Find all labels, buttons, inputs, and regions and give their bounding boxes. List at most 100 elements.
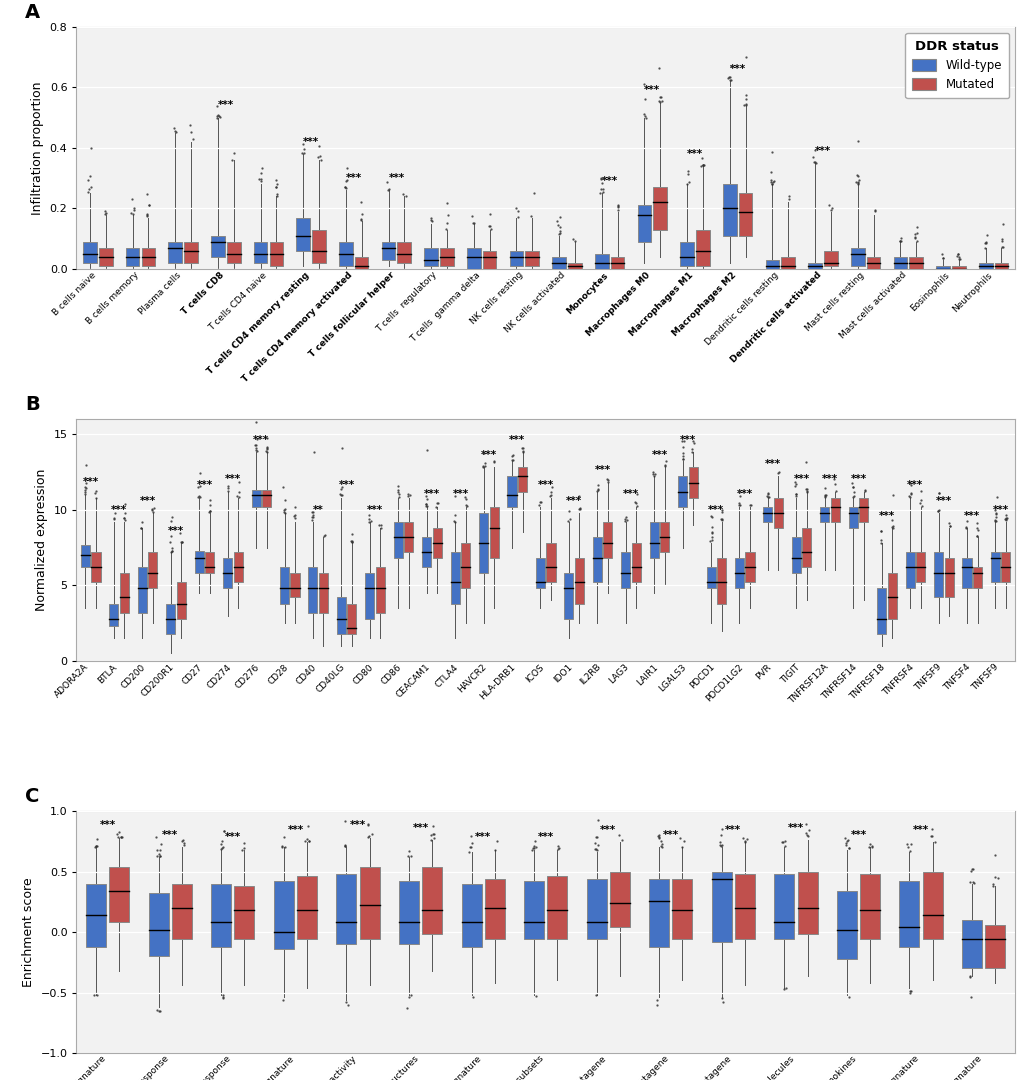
- Bar: [984, 924, 1004, 969]
- Text: ***: ***: [424, 489, 439, 499]
- Bar: [546, 543, 555, 582]
- Bar: [738, 193, 752, 235]
- Y-axis label: Enrichment score: Enrichment score: [21, 877, 35, 987]
- Text: ***: ***: [764, 459, 781, 469]
- Bar: [944, 558, 953, 597]
- Bar: [922, 872, 942, 940]
- Bar: [297, 217, 310, 251]
- Bar: [148, 552, 157, 589]
- Bar: [592, 537, 601, 582]
- Bar: [586, 879, 606, 940]
- Bar: [252, 490, 261, 507]
- Bar: [510, 251, 523, 266]
- Bar: [176, 582, 185, 619]
- Text: A: A: [24, 3, 40, 23]
- Bar: [338, 242, 353, 266]
- Text: ***: ***: [912, 825, 928, 835]
- Bar: [450, 552, 460, 604]
- Bar: [381, 242, 395, 260]
- Bar: [489, 507, 498, 558]
- Bar: [909, 257, 922, 269]
- Bar: [166, 604, 175, 634]
- Bar: [1001, 552, 1010, 582]
- Text: ***: ***: [100, 821, 116, 831]
- Bar: [109, 866, 129, 922]
- Y-axis label: Normalized expression: Normalized expression: [35, 469, 48, 611]
- Bar: [211, 883, 231, 946]
- Bar: [290, 573, 300, 597]
- Text: ***: ***: [991, 504, 1008, 514]
- Text: ***: ***: [287, 825, 304, 835]
- Bar: [125, 247, 140, 266]
- Bar: [762, 507, 771, 522]
- Bar: [866, 257, 879, 269]
- Bar: [659, 522, 668, 552]
- Text: ***: ***: [623, 489, 639, 499]
- Bar: [716, 558, 726, 604]
- Bar: [773, 874, 794, 940]
- Bar: [398, 881, 419, 944]
- Bar: [735, 874, 754, 940]
- Bar: [422, 866, 441, 934]
- Bar: [397, 242, 411, 262]
- Bar: [594, 254, 608, 269]
- Bar: [915, 552, 924, 582]
- Bar: [319, 573, 328, 612]
- Bar: [688, 468, 697, 498]
- Text: ***: ***: [662, 831, 679, 840]
- Bar: [829, 498, 839, 522]
- Text: ***: ***: [537, 833, 553, 842]
- Bar: [807, 262, 821, 269]
- Text: ***: ***: [111, 504, 127, 514]
- Text: ***: ***: [350, 821, 366, 831]
- Bar: [424, 247, 437, 266]
- Bar: [935, 266, 949, 269]
- Text: ***: ***: [412, 823, 428, 833]
- Bar: [168, 242, 182, 262]
- Text: ***: ***: [594, 465, 610, 475]
- Bar: [482, 251, 496, 269]
- Text: ***: ***: [168, 526, 183, 536]
- Text: ***: ***: [480, 450, 496, 460]
- Bar: [535, 558, 544, 589]
- Text: ***: ***: [736, 489, 752, 499]
- Bar: [797, 872, 816, 934]
- Bar: [422, 537, 431, 567]
- Bar: [172, 883, 192, 940]
- Bar: [233, 552, 243, 582]
- Bar: [462, 883, 481, 946]
- Bar: [745, 552, 754, 582]
- Bar: [823, 251, 837, 266]
- Bar: [722, 185, 736, 235]
- Bar: [440, 247, 453, 266]
- Bar: [336, 874, 356, 944]
- Bar: [524, 881, 543, 940]
- Bar: [680, 242, 693, 266]
- Text: ***: ***: [850, 474, 866, 484]
- Bar: [461, 543, 470, 589]
- Text: B: B: [24, 395, 40, 414]
- Bar: [83, 242, 97, 262]
- Text: ***: ***: [679, 435, 695, 445]
- Bar: [308, 567, 317, 612]
- Bar: [850, 247, 864, 266]
- Bar: [962, 558, 970, 589]
- Bar: [951, 266, 965, 269]
- Text: ***: ***: [707, 504, 723, 514]
- Bar: [631, 543, 640, 582]
- Text: ***: ***: [651, 450, 666, 460]
- Bar: [518, 468, 527, 491]
- Bar: [551, 257, 566, 269]
- Bar: [393, 522, 403, 558]
- Text: ***: ***: [451, 489, 468, 499]
- Bar: [404, 522, 413, 552]
- Text: ***: ***: [601, 176, 618, 186]
- Bar: [149, 893, 168, 956]
- Text: ***: ***: [303, 137, 319, 147]
- Text: ***: ***: [793, 474, 809, 484]
- Text: ***: ***: [814, 146, 830, 156]
- Bar: [876, 589, 886, 634]
- Bar: [859, 874, 879, 940]
- Bar: [905, 552, 914, 589]
- Bar: [223, 558, 232, 589]
